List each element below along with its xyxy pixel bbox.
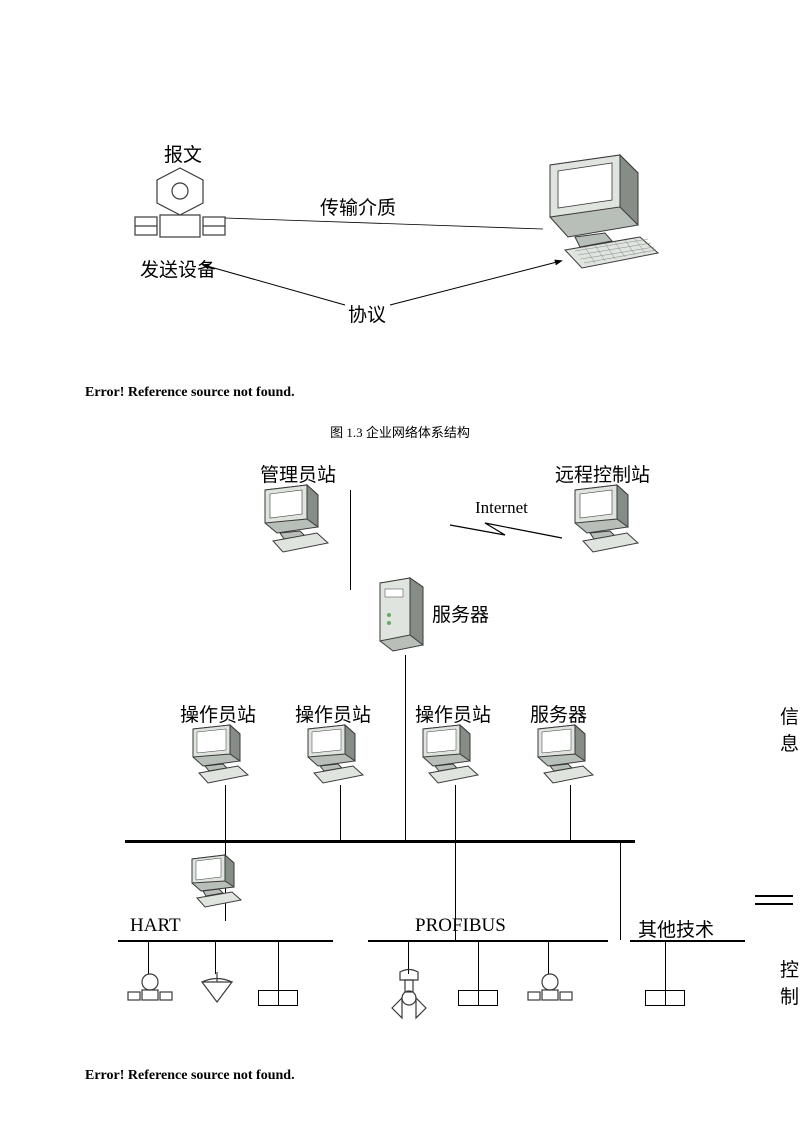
line-hart-dev1	[148, 942, 149, 974]
label-other-tech: 其他技术	[638, 915, 714, 942]
label-hart: HART	[130, 915, 181, 937]
main-bus	[125, 840, 635, 843]
hart-device-valve	[198, 972, 236, 1010]
label-profibus: PROFIBUS	[415, 915, 506, 937]
transmission-line	[225, 215, 545, 235]
line-ws3-bus	[455, 785, 456, 840]
operator-station-icon-3	[415, 725, 485, 787]
other-bus	[630, 940, 745, 942]
label-server-lower: 服务器	[530, 700, 587, 727]
label-internet: Internet	[475, 498, 528, 518]
label-operator-1: 操作员站	[180, 700, 256, 727]
admin-station-icon	[255, 485, 335, 557]
label-admin-station: 管理员站	[260, 460, 336, 487]
server-icon	[375, 575, 430, 655]
label-remote-station: 远程控制站	[555, 460, 650, 487]
profibus-bus	[368, 940, 608, 942]
line-other-dev1	[665, 942, 666, 990]
label-operator-2: 操作员站	[295, 700, 371, 727]
error-text-2: Error! Reference source not found.	[85, 1068, 295, 1084]
label-baowen: 报文	[164, 140, 202, 167]
line-pb-dev3	[548, 942, 549, 974]
hart-device-transmitter	[125, 972, 175, 1010]
line-admin-server	[350, 490, 351, 590]
operator-station-icon-1	[185, 725, 255, 787]
tick-right-2	[755, 903, 793, 905]
line-pb-dev2	[478, 942, 479, 990]
operator-station-icon-2	[300, 725, 370, 787]
line-server-bus	[405, 655, 406, 840]
internet-zigzag-icon	[450, 520, 565, 545]
hart-workstation-icon	[185, 855, 247, 910]
label-control-side: 控制	[780, 955, 800, 1009]
protocol-arrows	[195, 260, 575, 320]
profibus-device-valve	[388, 970, 430, 1020]
hart-bus	[118, 940, 333, 942]
sending-device-icon	[125, 165, 235, 250]
label-server-upper: 服务器	[432, 600, 489, 627]
hart-device-box	[258, 990, 298, 1006]
receiving-computer-icon	[530, 155, 670, 275]
server-station-icon	[530, 725, 600, 787]
error-text-1: Error! Reference source not found.	[85, 385, 295, 401]
label-info-side: 信息	[780, 702, 800, 756]
remote-station-icon	[565, 485, 645, 557]
line-ws4-bus	[570, 785, 571, 840]
tick-right-1	[755, 895, 793, 897]
label-operator-3: 操作员站	[415, 700, 491, 727]
profibus-device-box	[458, 990, 498, 1006]
line-ws2-bus	[340, 785, 341, 840]
line-bus-other	[620, 843, 621, 940]
profibus-device-transmitter	[525, 972, 575, 1010]
other-device-box	[645, 990, 685, 1006]
line-ws1-bus	[225, 785, 226, 840]
line-hart-dev2	[215, 942, 216, 974]
figure-caption: 图 1.3 企业网络体系结构	[0, 422, 800, 441]
line-hart-dev3	[278, 942, 279, 990]
